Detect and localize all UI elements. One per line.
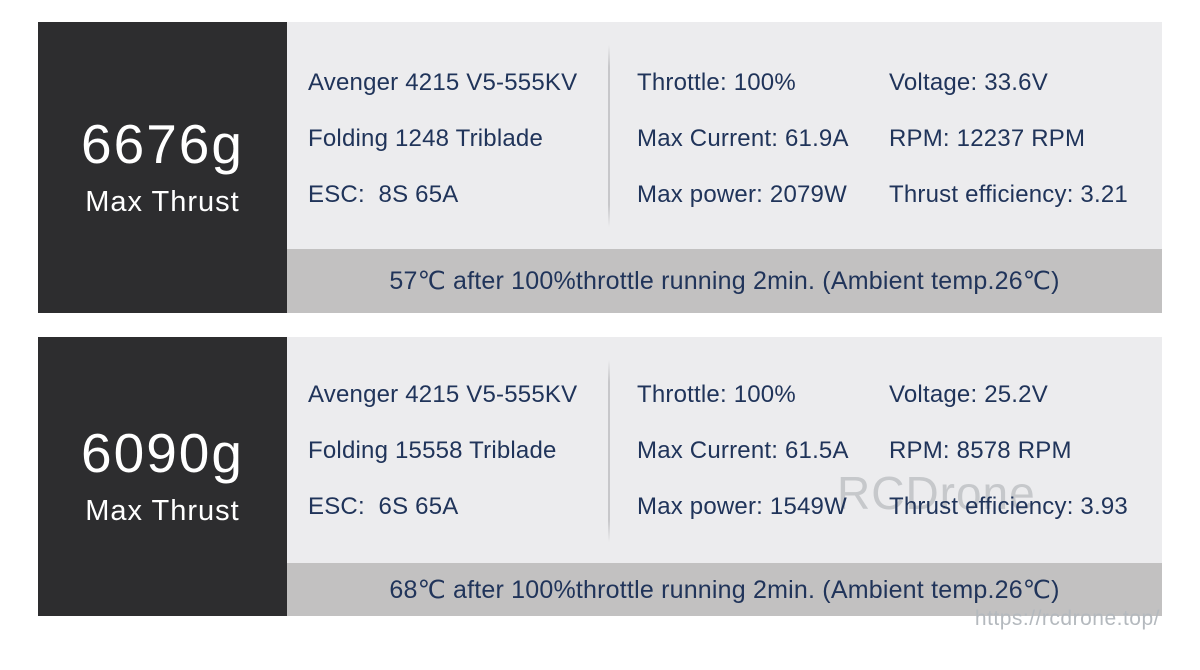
power-spec-column: Throttle: 100% Max Current: 61.9A Max po… <box>637 55 849 223</box>
spec-propeller: Folding 15558 Triblade <box>308 437 557 464</box>
electrical-spec-column: Voltage: 33.6V RPM: 12237 RPM Thrust eff… <box>889 55 1128 223</box>
column-divider <box>608 360 610 542</box>
thrust-card-2: 6090g Max Thrust RCDrone Avenger 4215 V5… <box>38 337 1162 616</box>
spec-rpm: RPM: 8578 RPM <box>889 437 1072 464</box>
spec-max-power: Max power: 1549W <box>637 493 847 520</box>
column-divider <box>608 45 610 227</box>
thrust-label: Max Thrust <box>85 494 240 527</box>
thrust-value: 6090g <box>81 422 244 485</box>
spec-throttle: Throttle: 100% <box>637 381 796 408</box>
spec-panel-2: RCDrone Avenger 4215 V5-555KV Folding 15… <box>287 337 1162 563</box>
thrust-label: Max Thrust <box>85 185 240 218</box>
website-url: https://rcdrone.top/ <box>974 607 1160 630</box>
spec-thrust-efficiency: Thrust efficiency: 3.21 <box>889 181 1128 208</box>
power-spec-column: Throttle: 100% Max Current: 61.5A Max po… <box>637 367 849 535</box>
temperature-note: 68℃ after 100%throttle running 2min. (Am… <box>389 575 1060 604</box>
spec-rpm: RPM: 12237 RPM <box>889 125 1086 152</box>
spec-voltage: Voltage: 33.6V <box>889 69 1048 96</box>
watermark: RCDrone <box>837 467 1036 519</box>
temperature-note: 57℃ after 100%throttle running 2min. (Am… <box>389 267 1060 295</box>
spec-throttle: Throttle: 100% <box>637 69 796 96</box>
spec-max-power: Max power: 2079W <box>637 181 847 208</box>
spec-motor-name: Avenger 4215 V5-555KV <box>308 69 578 96</box>
max-thrust-panel-1: 6676g Max Thrust <box>38 22 287 313</box>
temperature-note-bar: 68℃ after 100%throttle running 2min. (Am… <box>287 563 1162 616</box>
motor-spec-column: Avenger 4215 V5-555KV Folding 15558 Trib… <box>308 367 577 535</box>
spec-max-current: Max Current: 61.5A <box>637 437 849 464</box>
spec-propeller: Folding 1248 Triblade <box>308 125 544 152</box>
spec-esc: ESC: 8S 65A <box>308 181 459 208</box>
temperature-note-bar: 57℃ after 100%throttle running 2min. (Am… <box>287 249 1162 313</box>
spec-panel-1: Avenger 4215 V5-555KV Folding 1248 Tribl… <box>287 22 1162 249</box>
spec-voltage: Voltage: 25.2V <box>889 381 1048 408</box>
spec-max-current: Max Current: 61.9A <box>637 125 849 152</box>
spec-thrust-efficiency: Thrust efficiency: 3.93 <box>889 493 1128 520</box>
max-thrust-panel-2: 6090g Max Thrust <box>38 337 287 616</box>
thrust-value: 6676g <box>81 113 244 176</box>
spec-esc: ESC: 6S 65A <box>308 493 459 520</box>
spec-motor-name: Avenger 4215 V5-555KV <box>308 381 578 408</box>
electrical-spec-column: Voltage: 25.2V RPM: 8578 RPM Thrust effi… <box>889 367 1128 535</box>
thrust-card-1: 6676g Max Thrust Avenger 4215 V5-555KV F… <box>38 22 1162 313</box>
motor-spec-column: Avenger 4215 V5-555KV Folding 1248 Tribl… <box>308 55 577 223</box>
